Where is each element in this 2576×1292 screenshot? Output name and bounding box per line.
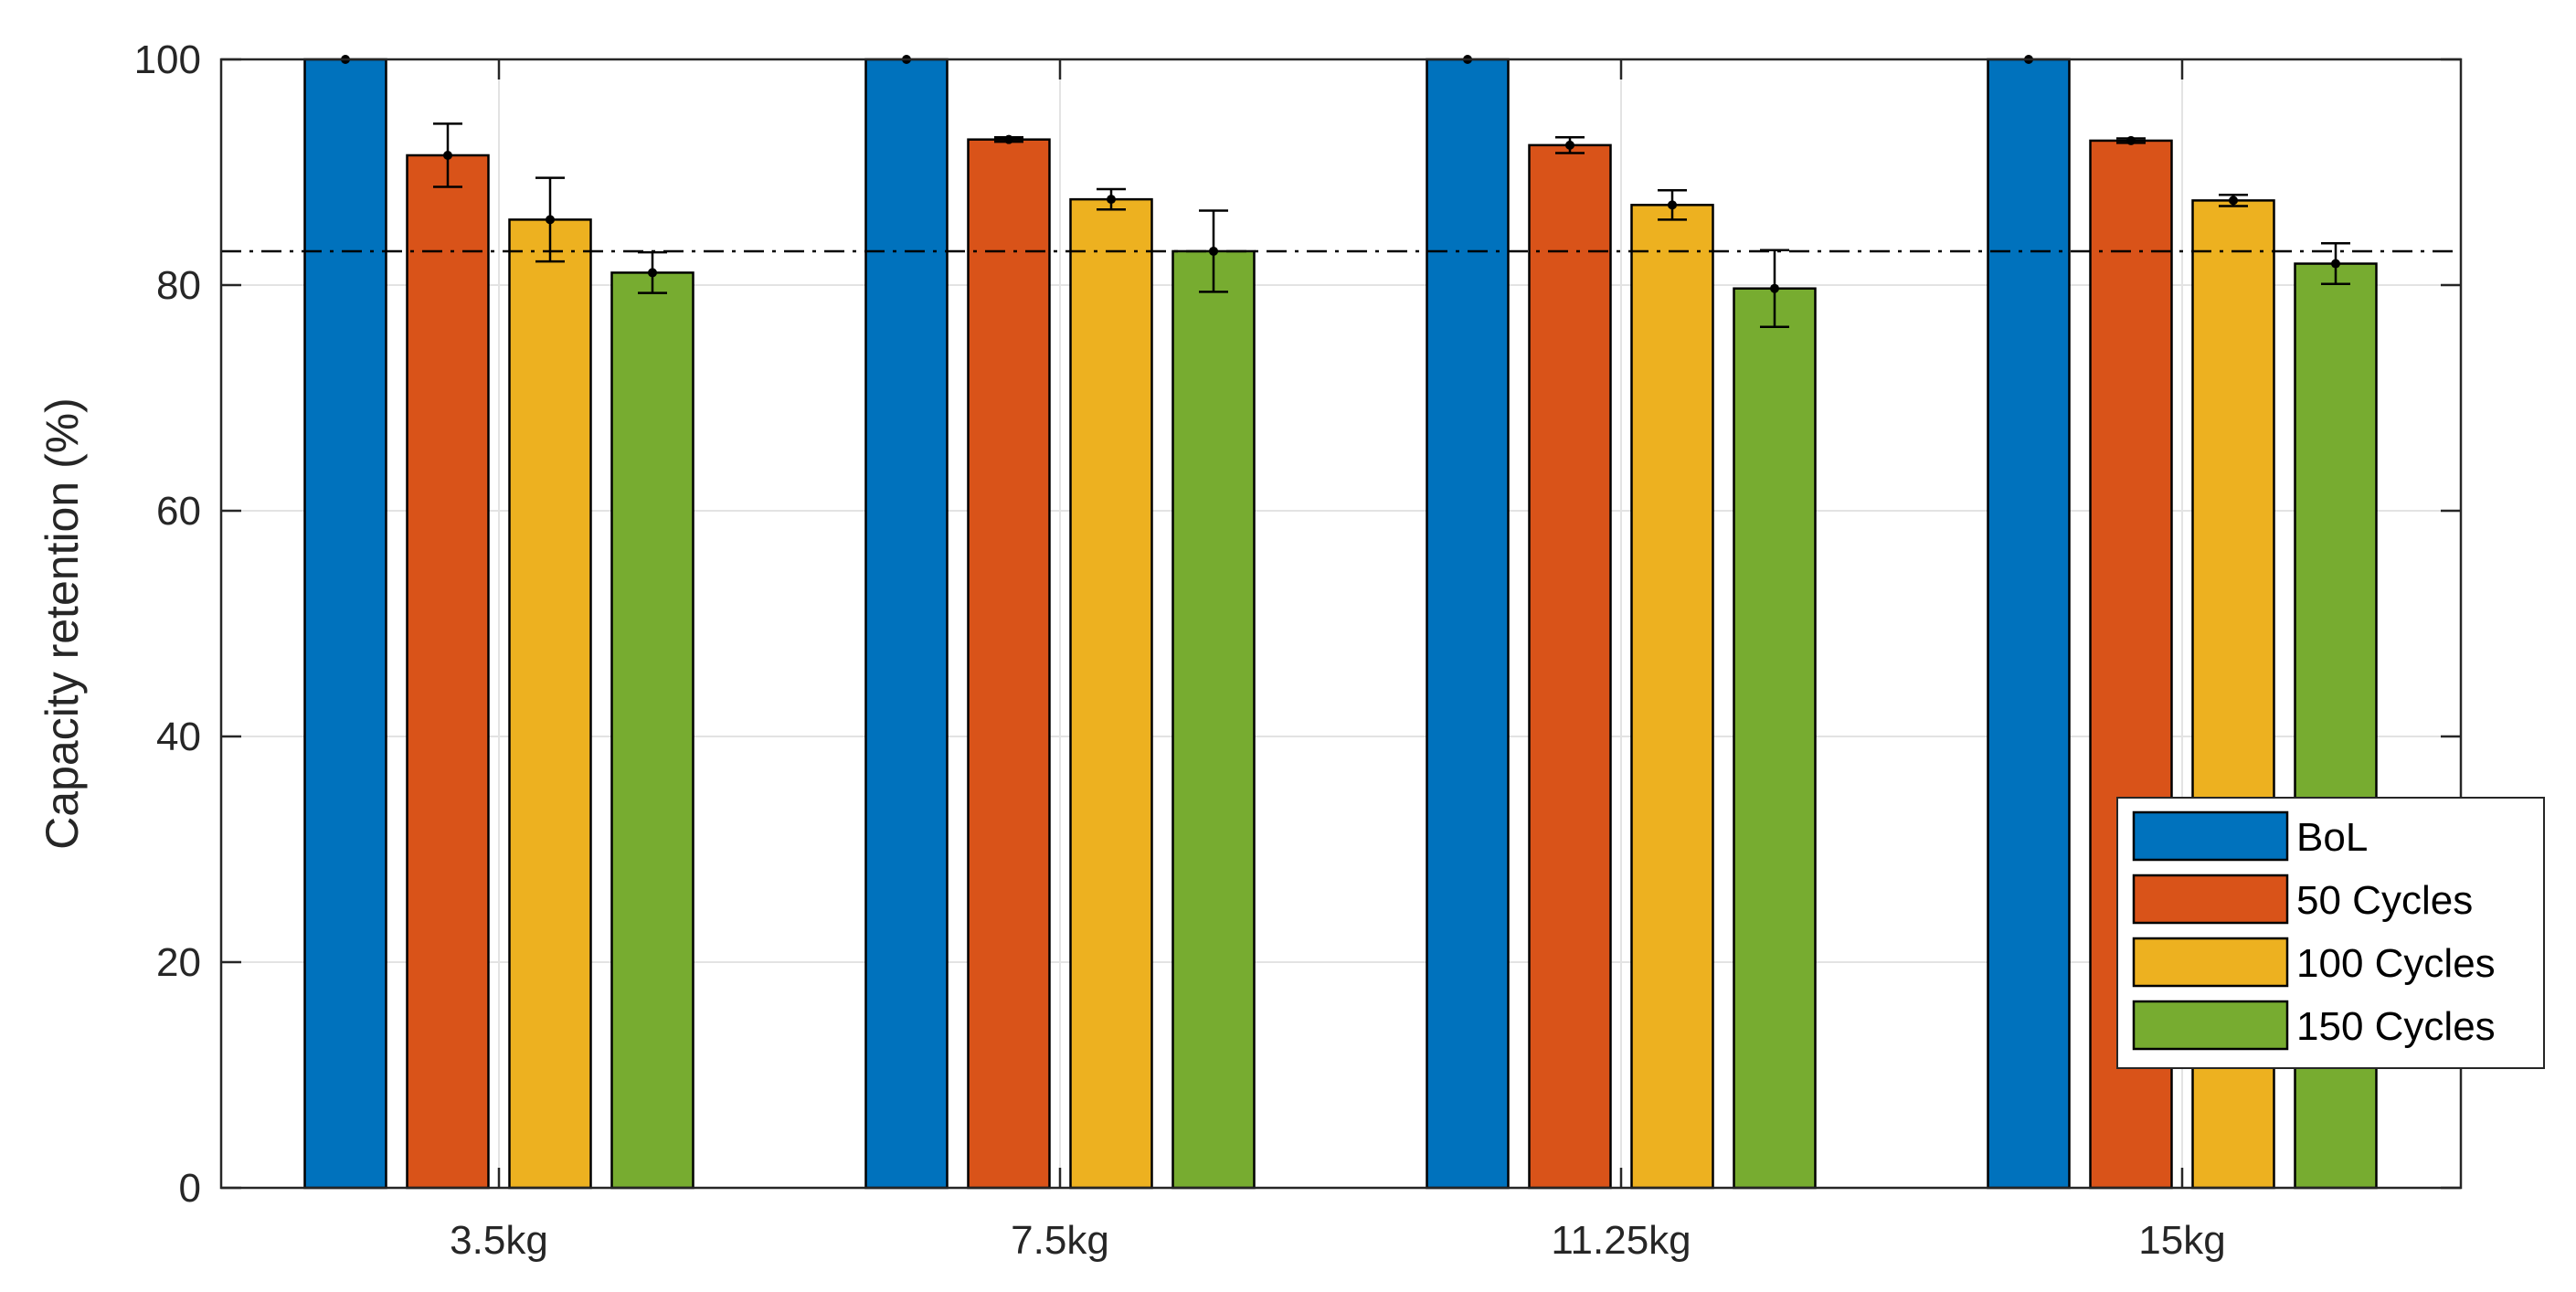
bar (508, 218, 592, 1190)
error-bar (1199, 209, 1228, 293)
legend-label: 150 Cycles (2296, 1004, 2496, 1049)
axes-box (219, 58, 2463, 1190)
y-tick-label: 60 (156, 489, 201, 534)
y-tick-label: 20 (156, 940, 201, 985)
bar (610, 271, 694, 1190)
error-bar (433, 122, 462, 188)
bar (1171, 249, 1256, 1190)
y-tick-label: 40 (156, 715, 201, 759)
error-bar (1760, 249, 1789, 328)
legend-label: BoL (2296, 815, 2368, 860)
error-bar (2116, 135, 2146, 145)
y-axis-ticks: 0 20 40 60 80 100 (134, 37, 2461, 1211)
mean-marker (2229, 196, 2238, 206)
mean-marker (1107, 195, 1116, 205)
bar (1733, 287, 1817, 1190)
legend-swatch (2132, 1000, 2289, 1051)
mean-marker (1770, 283, 1779, 293)
bar (1069, 197, 1153, 1190)
legend-swatch (2132, 937, 2289, 988)
error-bar (2219, 193, 2248, 207)
legend-swatch (2132, 874, 2289, 925)
error-bar (1658, 189, 1687, 221)
legend-item: 100 Cycles (2132, 937, 2496, 988)
y-tick-label: 0 (179, 1166, 201, 1211)
mean-marker (1565, 140, 1574, 150)
bar (303, 58, 387, 1190)
mean-marker (2126, 135, 2136, 145)
error-bar (638, 250, 667, 294)
bar (1630, 204, 1714, 1190)
error-bar (994, 134, 1023, 144)
legend: BoL 50 Cycles 100 Cycles 150 Cycles (2116, 797, 2545, 1069)
bar (967, 138, 1051, 1190)
error-bar (1555, 135, 1585, 154)
legend-label: 100 Cycles (2296, 941, 2496, 986)
legend-item: 50 Cycles (2132, 874, 2473, 925)
mean-marker (1004, 134, 1013, 144)
legend-item: BoL (2132, 810, 2368, 862)
bar (406, 154, 490, 1190)
legend-label: 50 Cycles (2296, 878, 2473, 923)
mean-marker (648, 268, 657, 278)
mean-marker (1668, 200, 1677, 210)
bar (1528, 143, 1612, 1190)
x-tick-label: 11.25kg (1551, 1218, 1691, 1263)
bar (864, 58, 949, 1190)
plot-area (221, 59, 2461, 1188)
x-tick-label: 3.5kg (450, 1218, 548, 1263)
bars (303, 58, 2378, 1190)
mean-marker (1209, 246, 1218, 256)
series-bol (303, 58, 2071, 1190)
error-bars (341, 55, 2350, 328)
mean-marker (546, 215, 555, 225)
y-tick-label: 100 (134, 37, 201, 82)
error-bar (2321, 242, 2350, 286)
legend-swatch (2132, 810, 2289, 862)
mean-marker (443, 150, 452, 160)
mean-marker (2331, 259, 2340, 269)
x-tick-label: 7.5kg (1011, 1218, 1109, 1263)
x-tick-label: 15kg (2138, 1218, 2225, 1263)
y-axis-title: Capacity retention (%) (37, 397, 88, 850)
y-tick-label: 80 (156, 263, 201, 308)
bar (1987, 58, 2071, 1190)
legend-item: 150 Cycles (2132, 1000, 2496, 1051)
error-bar (1097, 187, 1126, 211)
x-axis-ticks: 3.5kg 7.5kg 11.25kg 15kg (450, 59, 2226, 1263)
error-bar (535, 176, 565, 263)
bar (1426, 58, 1510, 1190)
